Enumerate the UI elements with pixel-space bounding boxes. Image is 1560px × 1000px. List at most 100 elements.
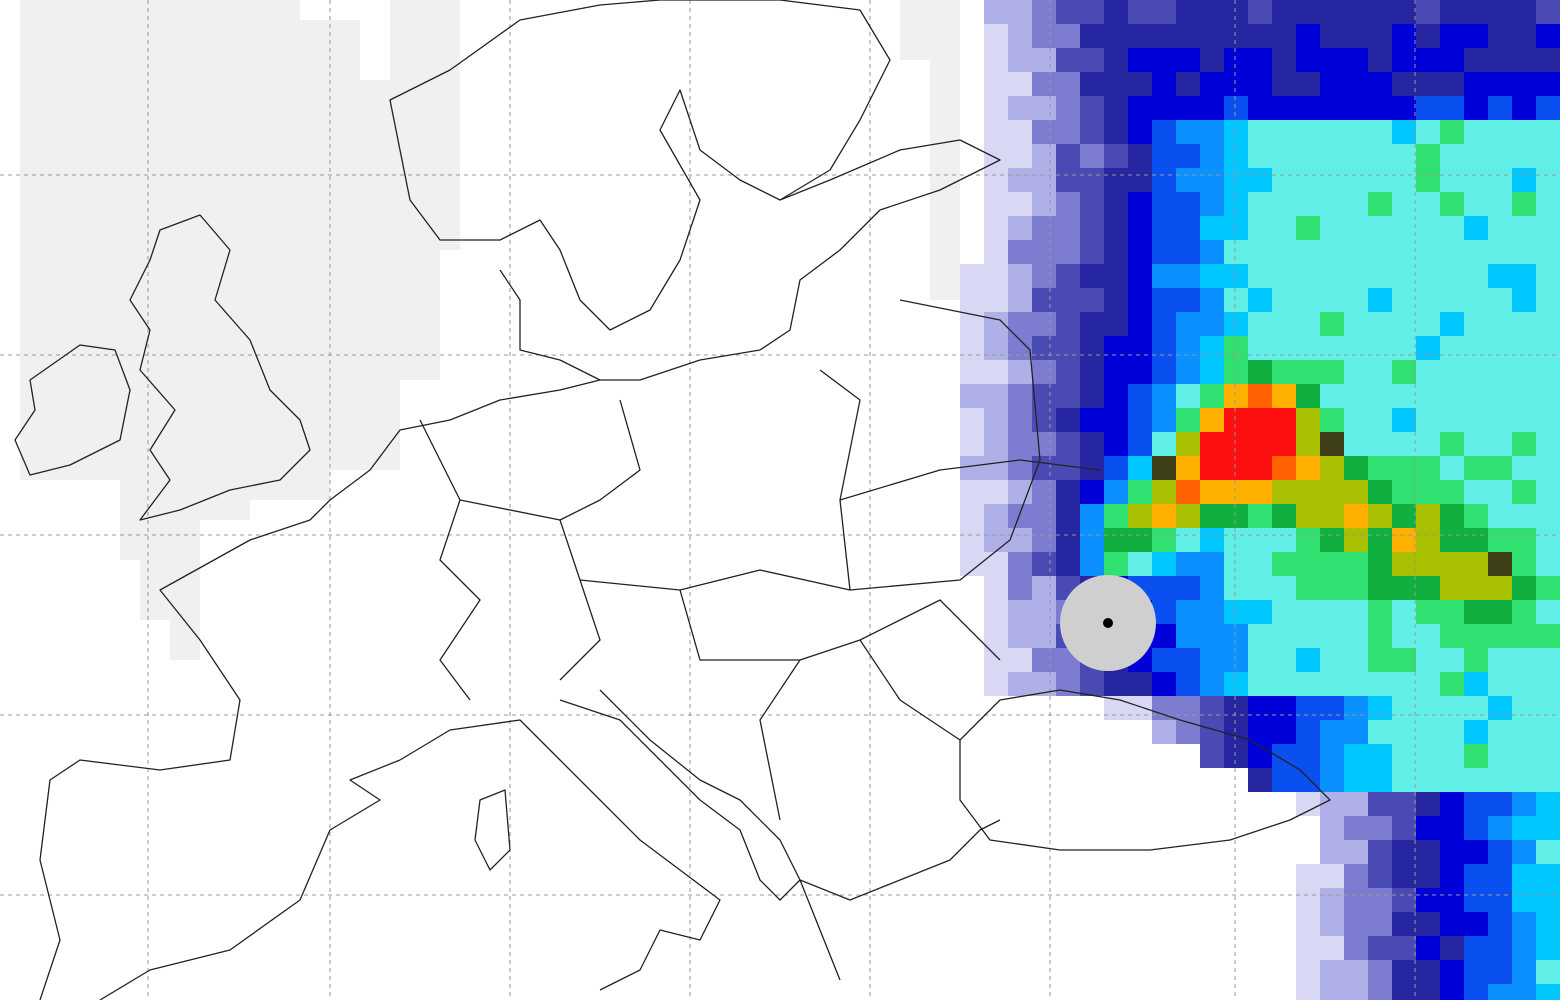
field-cell bbox=[1464, 168, 1488, 192]
field-cell bbox=[1056, 0, 1080, 24]
field-cell bbox=[1248, 672, 1272, 696]
field-cell bbox=[1512, 96, 1536, 120]
field-cell bbox=[1296, 864, 1320, 888]
field-cell bbox=[1440, 288, 1464, 312]
field-cell bbox=[1536, 480, 1560, 504]
field-cell bbox=[1056, 552, 1080, 576]
field-cell bbox=[1128, 24, 1152, 48]
field-cell bbox=[1008, 96, 1032, 120]
field-cell bbox=[1320, 840, 1344, 864]
field-cell bbox=[1488, 624, 1512, 648]
field-cell bbox=[1488, 168, 1512, 192]
field-cell bbox=[1512, 432, 1536, 456]
field-cell bbox=[1464, 744, 1488, 768]
field-cell bbox=[1296, 264, 1320, 288]
sea-patch bbox=[900, 0, 960, 300]
field-cell bbox=[1464, 216, 1488, 240]
field-cell bbox=[1416, 0, 1440, 24]
field-cell bbox=[1464, 432, 1488, 456]
field-cell bbox=[1176, 480, 1200, 504]
field-cell bbox=[1200, 672, 1224, 696]
field-cell bbox=[1392, 504, 1416, 528]
field-cell bbox=[1296, 672, 1320, 696]
field-cell bbox=[1368, 504, 1392, 528]
field-cell bbox=[1488, 888, 1512, 912]
field-cell bbox=[1032, 672, 1056, 696]
field-cell bbox=[1512, 624, 1536, 648]
field-cell bbox=[1416, 24, 1440, 48]
field-cell bbox=[1464, 816, 1488, 840]
field-cell bbox=[1464, 696, 1488, 720]
field-cell bbox=[1416, 840, 1440, 864]
field-cell bbox=[1248, 768, 1272, 792]
field-cell bbox=[1536, 768, 1560, 792]
field-cell bbox=[1080, 552, 1104, 576]
field-cell bbox=[1104, 384, 1128, 408]
field-cell bbox=[1296, 144, 1320, 168]
field-cell bbox=[1368, 960, 1392, 984]
field-cell bbox=[1440, 384, 1464, 408]
field-cell bbox=[1536, 552, 1560, 576]
field-cell bbox=[1488, 24, 1512, 48]
field-cell bbox=[1080, 360, 1104, 384]
field-cell bbox=[984, 360, 1008, 384]
field-cell bbox=[1200, 72, 1224, 96]
field-cell bbox=[1200, 48, 1224, 72]
field-cell bbox=[1224, 744, 1248, 768]
field-cell bbox=[1536, 312, 1560, 336]
field-cell bbox=[1224, 552, 1248, 576]
field-cell bbox=[1320, 312, 1344, 336]
field-cell bbox=[1512, 288, 1536, 312]
field-cell bbox=[1488, 192, 1512, 216]
field-cell bbox=[1416, 720, 1440, 744]
field-cell bbox=[1368, 816, 1392, 840]
field-cell bbox=[1512, 912, 1536, 936]
field-cell bbox=[1080, 408, 1104, 432]
field-cell bbox=[1440, 864, 1464, 888]
field-cell bbox=[1296, 360, 1320, 384]
field-cell bbox=[1128, 120, 1152, 144]
field-cell bbox=[1512, 672, 1536, 696]
field-cell bbox=[1248, 192, 1272, 216]
field-cell bbox=[1176, 288, 1200, 312]
field-cell bbox=[1224, 696, 1248, 720]
field-cell bbox=[1464, 288, 1488, 312]
field-cell bbox=[1296, 240, 1320, 264]
field-cell bbox=[1248, 648, 1272, 672]
field-cell bbox=[1344, 0, 1368, 24]
field-cell bbox=[1272, 240, 1296, 264]
field-cell bbox=[1248, 600, 1272, 624]
field-cell bbox=[1512, 768, 1536, 792]
field-cell bbox=[1488, 600, 1512, 624]
field-cell bbox=[1416, 600, 1440, 624]
field-cell bbox=[1008, 120, 1032, 144]
field-cell bbox=[1368, 96, 1392, 120]
field-cell bbox=[1104, 480, 1128, 504]
field-cell bbox=[1368, 24, 1392, 48]
field-cell bbox=[1008, 360, 1032, 384]
field-cell bbox=[1440, 768, 1464, 792]
field-cell bbox=[1200, 144, 1224, 168]
field-cell bbox=[1056, 168, 1080, 192]
field-cell bbox=[1464, 192, 1488, 216]
field-cell bbox=[1056, 336, 1080, 360]
field-cell bbox=[1536, 48, 1560, 72]
field-cell bbox=[1440, 888, 1464, 912]
field-cell bbox=[1344, 528, 1368, 552]
field-cell bbox=[1536, 960, 1560, 984]
field-cell bbox=[1008, 24, 1032, 48]
field-cell bbox=[984, 216, 1008, 240]
field-cell bbox=[1128, 240, 1152, 264]
field-cell bbox=[1176, 408, 1200, 432]
field-cell bbox=[1416, 888, 1440, 912]
field-cell bbox=[1488, 504, 1512, 528]
field-cell bbox=[1296, 384, 1320, 408]
field-cell bbox=[1416, 672, 1440, 696]
field-cell bbox=[1296, 336, 1320, 360]
field-cell bbox=[1272, 24, 1296, 48]
field-cell bbox=[1176, 72, 1200, 96]
field-cell bbox=[1488, 144, 1512, 168]
field-cell bbox=[1344, 432, 1368, 456]
field-cell bbox=[1032, 480, 1056, 504]
field-cell bbox=[1056, 672, 1080, 696]
